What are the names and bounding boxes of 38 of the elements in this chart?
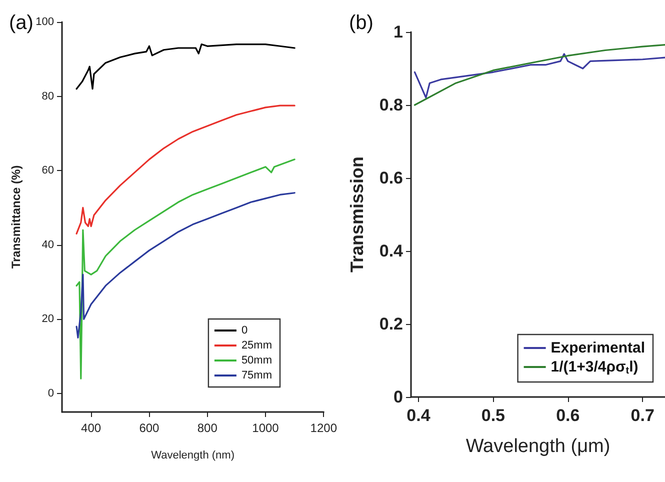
line-series [76, 158, 296, 380]
y-tick-label: 0 [394, 388, 403, 406]
chart-title: (b) [349, 12, 374, 34]
x-tick-label: 1000 [252, 421, 280, 435]
x-tick-label: 0.5 [481, 406, 505, 425]
legend-label: 75mm [241, 370, 272, 382]
y-tick-label: 100 [36, 16, 54, 28]
y-tick-label: 0.8 [379, 96, 403, 114]
legend-label: Experimental [550, 340, 646, 356]
y-tick-label: 0.2 [379, 314, 403, 334]
x-tick-label: 800 [197, 421, 218, 435]
x-tick-label: 1200 [310, 421, 338, 435]
y-tick-label: 0.6 [379, 168, 403, 188]
chart-title: (a) [9, 12, 34, 34]
x-tick-label: 0.4 [406, 406, 431, 425]
y-tick-label: 80 [42, 90, 54, 102]
y-axis-title: Transmission [347, 156, 367, 273]
x-tick-label: 0.7 [630, 406, 654, 425]
line-series [414, 44, 665, 106]
legend-label: 50mm [241, 354, 272, 366]
x-tick-label: 0.6 [556, 406, 580, 425]
y-tick-label: 60 [42, 164, 54, 177]
y-tick-label: 40 [42, 238, 54, 251]
line-series [76, 104, 296, 235]
line-series [76, 43, 296, 90]
line-series [414, 53, 665, 98]
x-tick-label: 400 [81, 421, 102, 435]
x-axis-title: Wavelength (μm) [466, 436, 610, 457]
x-axis-title: Wavelength (nm) [151, 450, 234, 462]
y-axis-title: Transmittance (%) [9, 165, 23, 269]
y-tick-label: 20 [42, 313, 54, 326]
legend-label: 25mm [241, 340, 272, 352]
line-series [76, 192, 296, 339]
y-tick-label: 0 [48, 387, 54, 400]
y-tick-label: 1 [394, 22, 403, 42]
x-tick-label: 600 [139, 421, 160, 435]
legend-label: 0 [241, 324, 248, 336]
y-tick-label: 0.4 [379, 242, 404, 260]
